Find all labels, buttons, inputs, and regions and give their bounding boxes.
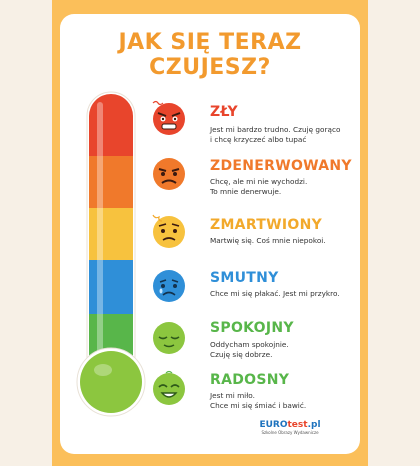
angry-face-icon <box>152 100 185 135</box>
mood-desc-angry: Jest mi bardzo trudno. Czuję gorąco i chc… <box>210 125 341 144</box>
thermo-orange <box>89 156 133 208</box>
mood-name-annoyed: ZDENERWOWANY <box>210 158 352 174</box>
mood-name-happy: RADOSNY <box>210 372 290 388</box>
mood-name-angry: ZŁY <box>210 104 238 120</box>
thermometer <box>76 91 146 417</box>
eurotest-logo: EUROtest.pl Szkolne Obrazy Wydawnicze <box>259 420 321 435</box>
mood-desc-annoyed: Chcę, ale mi nie wychodzi. To mnie denerw… <box>210 177 308 196</box>
mood-desc-happy: Jest mi miło. Chce mi się śmiać i bawić. <box>210 391 307 410</box>
mood-name-worried: ZMARTWIONY <box>210 217 323 233</box>
mood-name-sad: SMUTNY <box>210 270 279 286</box>
calm-face-icon <box>153 322 185 354</box>
mood-desc-sad: Chce mi się płakać. Jest mi przykro. <box>210 289 340 298</box>
sad-face-icon <box>153 270 185 302</box>
happy-face-icon <box>153 370 185 405</box>
worried-face-icon <box>152 214 185 248</box>
page-title: JAK SIĘ TERAZ CZUJESZ? <box>118 30 302 80</box>
thermo-red <box>89 94 133 156</box>
thermo-blue <box>89 260 133 314</box>
thermo-yellow <box>89 208 133 260</box>
mood-desc-worried: Martwię się. Coś mnie niepokoi. <box>210 236 326 245</box>
mood-name-calm: SPOKOJNY <box>210 320 294 336</box>
annoyed-face-icon <box>153 158 185 190</box>
thermo-bulb <box>80 351 142 413</box>
mood-desc-calm: Oddycham spokojnie. Czuję się dobrze. <box>210 340 289 359</box>
